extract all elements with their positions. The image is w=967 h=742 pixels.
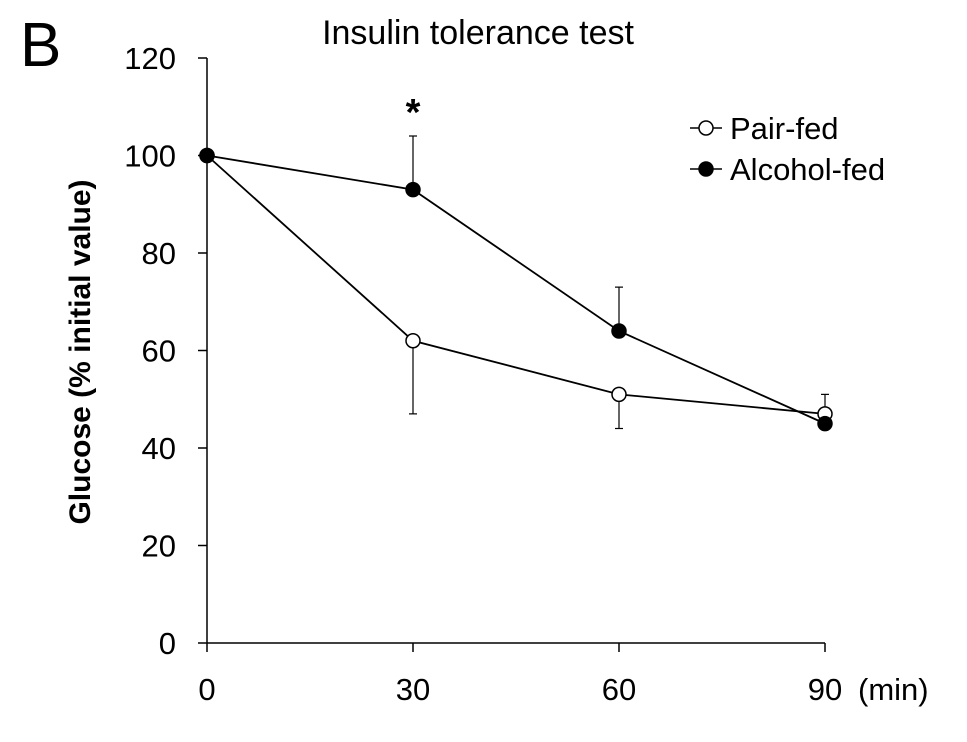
y-tick-label: 60 [142,334,176,369]
legend-label: Pair-fed [730,111,839,146]
y-tick-label: 0 [159,626,176,661]
data-point [405,333,421,349]
legend-marker [698,161,714,177]
y-axis-label: Glucose (% initial value) [64,179,97,524]
y-tick-label: 120 [124,41,176,76]
x-unit-label: (min) [858,672,929,707]
series-line-alcohol-fed [206,154,826,425]
significance-marker: * [406,92,421,134]
legend-marker [698,120,714,136]
y-tick-label: 40 [142,431,176,466]
legend-label: Alcohol-fed [730,152,885,187]
data-point [199,147,215,164]
series-line-pair-fed [206,154,826,415]
panel-label: B [20,11,61,80]
x-tick-label: 30 [396,672,430,707]
x-tick-label: 0 [198,672,215,707]
legend: Pair-fed Alcohol-fed [690,111,885,187]
chart-title: Insulin tolerance test [322,14,634,52]
y-tick-label: 100 [124,139,176,174]
data-point [405,181,421,198]
x-tick-label: 90 [808,672,842,707]
axes: 0 20 40 60 80 100 120 0 30 60 90 [124,41,842,707]
data-point [611,386,627,403]
y-tick-label: 20 [142,529,176,564]
data-point [611,323,627,339]
x-tick-label: 60 [602,672,636,707]
plot-area: * [199,92,833,432]
data-point [817,415,833,432]
y-tick-label: 80 [142,236,176,271]
